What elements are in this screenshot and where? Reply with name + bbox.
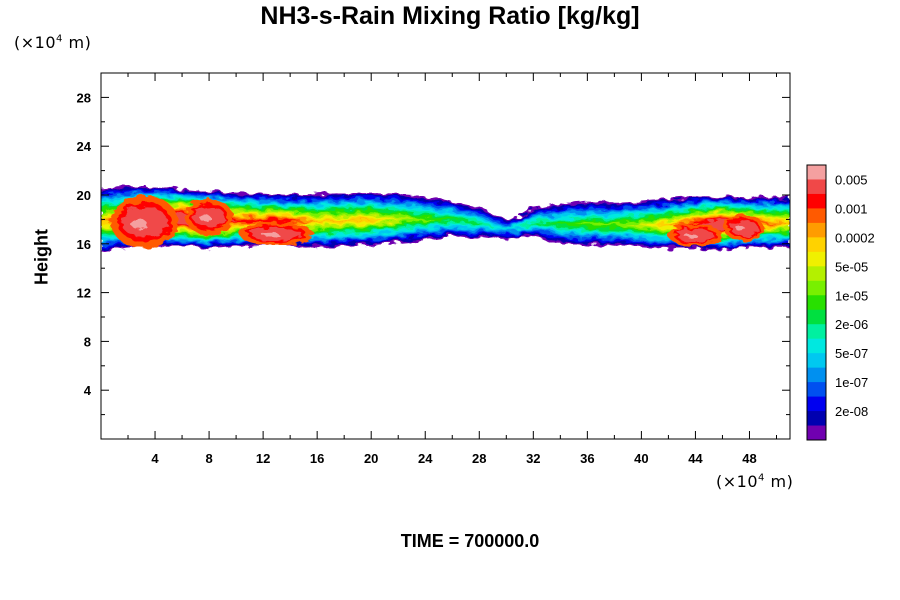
colorbar-swatch [807, 425, 826, 441]
colorbar-swatch [807, 295, 826, 311]
colorbar-label: 1e-05 [835, 288, 868, 303]
colorbar-swatch [807, 382, 826, 398]
hotspot-peak [199, 214, 211, 222]
x-tick-label: 28 [472, 451, 486, 466]
colorbar-swatch [807, 324, 826, 340]
x-unit-suffix: m) [764, 472, 794, 491]
colorbar-swatch [807, 179, 826, 195]
x-tick-label: 40 [634, 451, 648, 466]
colorbar: 0.005 0.001 0.0002 5e-05 1e-05 2e-06 5e-07 1e-0… [806, 164, 875, 441]
time-label: TIME = 700000.0 [400, 531, 540, 551]
x-tick-label: 24 [418, 451, 433, 466]
colorbar-frame [806, 164, 827, 441]
x-tick-label: 20 [364, 451, 378, 466]
colorbar-swatch [807, 237, 826, 253]
y-tick-label: 4 [84, 383, 92, 398]
y-tick-label: 16 [77, 237, 91, 252]
y-unit-prefix: (×10 [14, 33, 57, 52]
colorbar-label: 5e-05 [835, 259, 868, 274]
colorbar-swatch [807, 165, 826, 180]
y-tick-label: 8 [84, 334, 91, 349]
colorbar-label: 1e-07 [835, 375, 868, 390]
y-unit-suffix: m) [62, 33, 92, 52]
colorbar-swatch [807, 222, 826, 238]
colorbar-swatch [807, 193, 826, 209]
x-tick-label: 44 [688, 451, 703, 466]
colorbar-swatch [807, 338, 826, 354]
x-tick-label: 16 [310, 451, 324, 466]
colorbar-swatch [807, 251, 826, 267]
colorbar-label: 2e-06 [835, 317, 868, 332]
colorbar-label: 0.0002 [835, 230, 875, 245]
x-tick-label: 32 [526, 451, 540, 466]
x-axis-unit: (×104 m) [716, 472, 793, 491]
y-tick-label: 28 [77, 90, 91, 105]
y-tick-label: 12 [77, 286, 91, 301]
hotspot-peak [684, 233, 698, 239]
colorbar-swatch [807, 367, 826, 383]
x-unit-exponent: 4 [758, 472, 765, 484]
colorbar-label: 5e-07 [835, 346, 868, 361]
y-tick-label: 20 [77, 188, 91, 203]
y-tick-label: 24 [77, 139, 92, 154]
x-unit-prefix: (×10 [716, 472, 759, 491]
y-unit-exponent: 4 [56, 33, 63, 45]
colorbar-swatch [807, 208, 826, 224]
hotspot-peak [130, 218, 147, 229]
colorbar-label: 0.005 [835, 173, 868, 188]
x-tick-label: 12 [256, 451, 270, 466]
x-tick-label: 48 [742, 451, 756, 466]
x-tick-label: 36 [580, 451, 594, 466]
plot-frame [100, 72, 791, 440]
hotspot-peak [735, 226, 746, 232]
chart-title: NH3-s-Rain Mixing Ratio [kg/kg] [260, 2, 640, 30]
hotspot-peak [261, 232, 280, 238]
x-tick-label: 8 [205, 451, 212, 466]
x-tick-label: 4 [151, 451, 159, 466]
colorbar-swatch [807, 396, 826, 412]
colorbar-swatch [807, 353, 826, 369]
colorbar-swatch [807, 411, 826, 427]
contour-field [101, 186, 790, 253]
colorbar-swatch [807, 309, 826, 325]
colorbar-swatch [807, 280, 826, 296]
y-axis-unit: (×104 m) [14, 33, 91, 52]
colorbar-label: 2e-08 [835, 404, 868, 419]
colorbar-label: 0.001 [835, 201, 868, 216]
colorbar-swatch [807, 266, 826, 282]
